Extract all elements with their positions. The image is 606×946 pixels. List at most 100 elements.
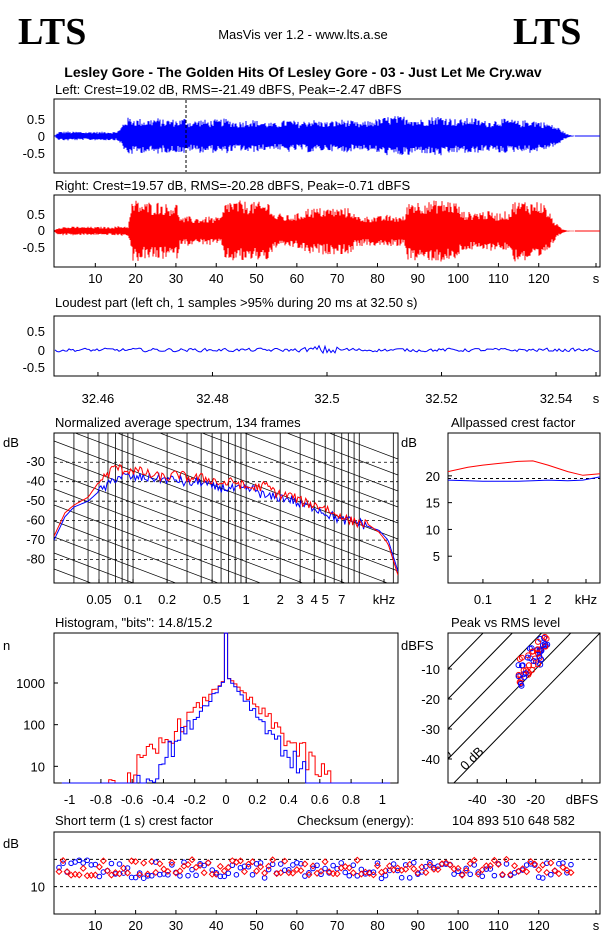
short-term-left-point — [346, 872, 353, 879]
histogram-xtick-label: 0.2 — [248, 792, 266, 807]
spectrum-slope-line — [158, 433, 398, 524]
peak-rms-diag-label: 10 — [434, 746, 455, 767]
short-term-right-point — [430, 865, 438, 873]
histogram-xtick-label: 1 — [379, 792, 386, 807]
short-term-right-point — [349, 869, 357, 877]
short-term-right-point — [140, 859, 148, 867]
time-tick-label: 50 — [249, 918, 263, 933]
checksum-label: Checksum (energy): — [297, 813, 414, 828]
short-term-right-point — [55, 868, 63, 876]
short-term-left-point — [233, 872, 240, 878]
time-tick-label: 60 — [290, 918, 304, 933]
short-term-left-point — [342, 869, 349, 876]
histogram-right-line — [61, 632, 391, 784]
short-term-crest-title: Short term (1 s) crest factor — [55, 813, 214, 828]
peak-rms-point — [541, 633, 548, 640]
peak-rms-point — [534, 638, 541, 645]
short-term-right-point — [559, 863, 567, 871]
short-term-axis-ticks: 10 20 30 40 50 60 70 80 90 100 110 120 s — [88, 910, 600, 933]
short-term-left-point — [189, 866, 195, 873]
short-term-right-point — [402, 865, 410, 873]
short-term-left-point — [217, 873, 224, 880]
short-term-left-point — [165, 872, 171, 878]
time-tick-label: 70 — [330, 918, 344, 933]
short-term-right-point — [261, 869, 269, 877]
short-term-right-point — [345, 864, 353, 872]
lts-logo-right: LTS — [513, 11, 581, 53]
short-term-right-point — [83, 872, 91, 880]
peak-rms-inner: 40 30 20 10 0 dB — [434, 633, 600, 783]
peak-rms-ytick-label: -30 — [421, 722, 440, 737]
peak-rms-series: 40 30 20 10 0 dB — [434, 633, 600, 783]
short-term-right-point — [132, 858, 140, 866]
spectrum-slope-line — [285, 433, 398, 476]
spectrum-slope-line — [54, 456, 389, 583]
loudest-tick-label: 32.54 — [540, 391, 573, 406]
time-tick-label: 40 — [209, 918, 223, 933]
short-term-right-point — [486, 862, 494, 870]
short-term-right-point — [519, 865, 527, 873]
peak-rms-point — [543, 635, 550, 642]
loudest-ytick-zero: 0 — [38, 343, 45, 358]
spectrum-series — [54, 463, 398, 576]
short-term-right-point — [418, 863, 426, 871]
crest-xtick-label: 0.1 — [474, 592, 492, 607]
short-term-right-point — [305, 871, 313, 879]
time-tick-label: 60 — [290, 271, 304, 286]
histogram-xtick-label: -0.6 — [121, 792, 143, 807]
short-term-left-point — [169, 862, 175, 868]
short-term-left-point — [76, 857, 82, 864]
histogram-xtick-label: -1 — [64, 792, 76, 807]
short-term-right-point — [281, 857, 289, 865]
short-term-right-point — [422, 869, 430, 877]
spectrum-grid — [54, 433, 398, 583]
time-tick-label: 30 — [169, 918, 183, 933]
histogram-xtick-label: -0.2 — [184, 792, 206, 807]
time-tick-label: 30 — [169, 271, 183, 286]
time-tick-label: 120 — [528, 271, 550, 286]
peak-rms-diag — [448, 633, 572, 760]
spectrum-ylabel: dB — [3, 435, 19, 450]
right-ytick-neg: -0.5 — [23, 240, 45, 255]
spectrum-slope-line — [328, 433, 398, 460]
short-term-left-point — [60, 860, 66, 867]
short-term-right-point — [555, 870, 563, 878]
short-term-left-point — [564, 869, 570, 876]
spectrum-slope-line — [201, 433, 398, 508]
left-ytick-pos: 0.5 — [27, 112, 45, 127]
short-term-left-point — [213, 869, 220, 876]
allpassed-crest-ylabel: dB — [401, 435, 417, 450]
histogram-ytick-label: 1000 — [16, 676, 45, 691]
crest-right-line — [447, 460, 601, 476]
histogram-panel: Histogram, "bits": 14.8/15.2 n 100010010… — [3, 615, 399, 807]
short-term-left-point — [318, 871, 324, 878]
short-term-left-point — [322, 865, 328, 872]
short-term-right-point — [236, 857, 244, 865]
short-term-left-point — [245, 863, 252, 870]
short-term-left-point — [136, 870, 143, 876]
short-term-right-point — [119, 864, 128, 872]
histogram-ytick-label: 10 — [31, 759, 45, 774]
spectrum-slope-line — [54, 472, 347, 583]
short-term-right-point — [301, 860, 309, 868]
allpassed-crest-ticks: 20 15 10 5 0.1 1 2 kHz — [426, 469, 598, 607]
spectrum-slope-line — [54, 552, 135, 583]
crest-xtick-label: 1 — [529, 592, 536, 607]
short-term-left-point — [543, 860, 550, 866]
histogram-title: Histogram, "bits": 14.8/15.2 — [55, 615, 212, 630]
short-term-left-point — [148, 872, 155, 879]
loudest-part-panel: Loudest part (left ch, 1 samples >95% du… — [23, 295, 601, 406]
short-term-right-point — [277, 869, 285, 877]
short-term-left-point — [406, 875, 413, 881]
short-term-left-point — [277, 861, 284, 867]
time-tick-label: 100 — [447, 918, 469, 933]
short-term-right-point — [103, 867, 111, 875]
short-term-left-point — [56, 864, 62, 871]
time-tick-label: 20 — [128, 918, 142, 933]
short-term-right-point — [164, 867, 172, 875]
short-term-right-point — [373, 862, 382, 870]
spectrum-slope-line — [54, 520, 220, 583]
short-term-left-point — [548, 871, 554, 878]
short-term-left-point — [140, 875, 147, 881]
